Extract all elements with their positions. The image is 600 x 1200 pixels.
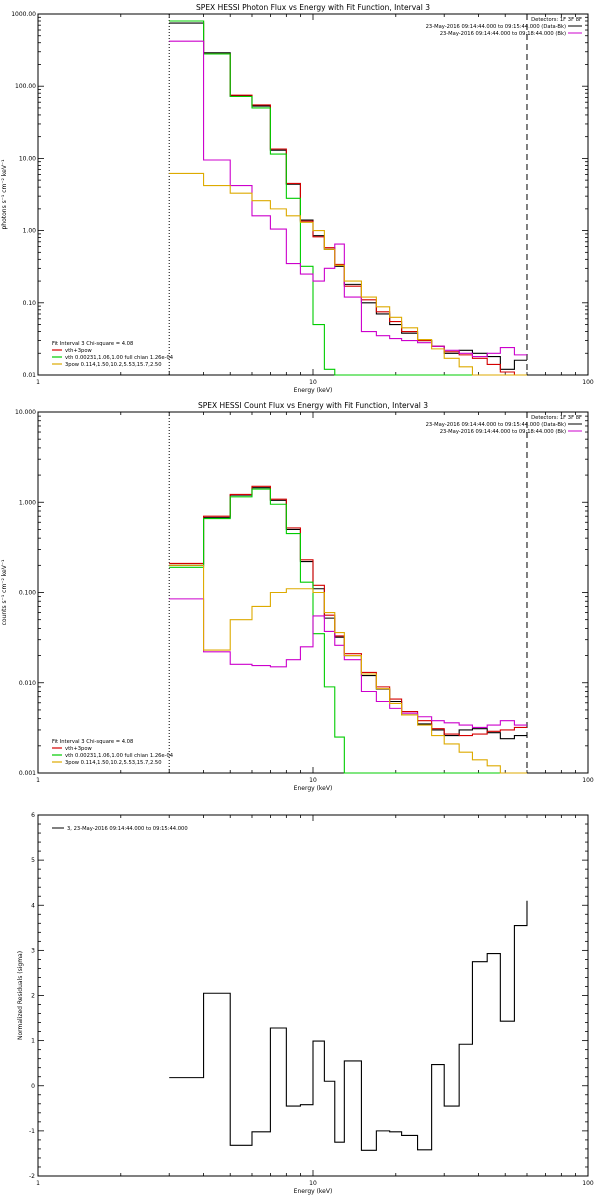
plot-frame [37,814,589,1177]
y-tick-label: 1000.00 [11,11,36,18]
x-tick-label: 10 [309,379,317,386]
x-tick-label: 1 [36,379,40,386]
fit-legend-entry-1: vth+3pow [65,348,93,354]
y-axis-label: Normalized Residuals (sigma) [17,951,24,1040]
y-tick-label: 0.001 [19,770,36,777]
legend: 3, 23-May-2016 09:14:44.000 to 09:15:44.… [52,826,188,832]
data-interval-label: 23-May-2016 09:14:44.000 to 09:15:44.000… [426,422,566,428]
x-tick-label: 1 [36,1180,40,1187]
detectors-label: Detectors: 1F 3F 8F [531,17,582,23]
x-axis-label: Energy (keV) [294,387,333,394]
y-tick-label: 0.010 [19,680,36,687]
x-tick-label: 100 [582,777,594,784]
y-axis-label: photons s⁻¹ cm⁻² keV⁻¹ [1,159,8,230]
y-tick-label: 0.10 [23,300,37,307]
y-tick-label: 10.00 [19,155,36,162]
y-tick-label: 0.100 [19,590,36,597]
series-line-3 [169,20,527,376]
detectors-label: Detectors: 1F 3F 8F [531,415,582,421]
chart-panel-2: SPEX HESSI Count Flux vs Energy with Fit… [1,401,594,792]
background-interval-label: 23-May-2016 09:14:44.000 to 09:18:44.000… [440,429,566,435]
chart-title: SPEX HESSI Count Flux vs Energy with Fit… [198,401,428,410]
y-tick-label: 100.00 [15,83,36,90]
y-tick-label: 10.000 [15,409,36,416]
fit-legend-entry-1: vth+3pow [65,746,93,752]
series-line-1 [169,487,527,740]
series-line-1 [169,22,527,370]
x-axis-label: Energy (keV) [294,1188,333,1195]
fit-info: Fit Interval 3 Chi-square = 4.08vth+3pow… [52,341,174,368]
series-line-5 [169,564,527,774]
series-line-4 [169,598,527,728]
y-tick-label: 0.01 [23,372,37,379]
y-tick-label: 1.000 [19,499,36,506]
y-axis: 1000.00 100.00 10.00 1.00 0.10 0.01 photons s⁻… [1,11,588,379]
fit-info: Fit Interval 3 Chi-square = 4.08vth+3pow… [52,739,174,766]
x-axis-label: Energy (keV) [294,785,333,792]
x-tick-label: 100 [582,379,594,386]
y-tick-label: -2 [29,1173,35,1180]
y-axis: 10.000 1.000 0.100 0.010 0.001 counts s⁻¹ cm⁻… [1,409,588,777]
y-tick-label: -1 [29,1128,35,1135]
y-tick-label: 1.00 [23,228,37,235]
series-line-5 [169,172,527,376]
background-interval-label: 23-May-2016 09:14:44.000 to 09:18:44.000… [440,31,566,37]
x-tick-label: 1 [36,777,40,784]
chart-panel-1: SPEX HESSI Photon Flux vs Energy with Fi… [1,3,594,394]
data-interval-label: 23-May-2016 09:14:44.000 to 09:15:44.000… [426,24,566,30]
x-tick-label: 10 [309,777,317,784]
series-line-1 [169,900,528,1151]
y-tick-label: 1 [31,1038,35,1045]
y-tick-label: 0 [31,1083,35,1090]
y-axis: 6 5 4 3 2 1 0 -1 -2 Normalized Residuals (sigma) [17,812,588,1180]
x-axis: 1 10 100 Energy (keV) [36,412,594,792]
x-axis: 1 10 100 Energy (keV) [36,815,594,1195]
legend-entry: 3, 23-May-2016 09:14:44.000 to 09:15:44.… [67,826,188,832]
y-tick-label: 5 [31,857,35,864]
fit-legend-entry-2: vth 0.00231,1.06,1.00 full chian 1.26e-0… [65,753,174,759]
fit-interval-label: Fit Interval 3 Chi-square = 4.08 [52,739,133,745]
x-tick-label: 10 [309,1180,317,1187]
y-tick-label: 3 [31,947,35,954]
y-tick-label: 6 [31,812,35,819]
series-line-2 [169,20,527,376]
fit-legend-entry-3: 3pow 0.114,1.50,10.2,5.53,15.7,2.50 [65,362,162,368]
fit-legend-entry-2: vth 0.00231,1.06,1.00 full chian 1.26e-0… [65,355,174,361]
x-axis: 1 10 100 Energy (keV) [36,14,594,394]
y-tick-label: 2 [31,993,35,1000]
fit-legend-entry-3: 3pow 0.114,1.50,10.2,5.53,15.7,2.50 [65,760,162,766]
series-line-2 [169,485,527,737]
y-tick-label: 4 [31,902,35,909]
y-axis-label: counts s⁻¹ cm⁻² keV⁻¹ [1,559,8,625]
fit-interval-label: Fit Interval 3 Chi-square = 4.08 [52,341,133,347]
series-line-4 [169,40,527,358]
x-tick-label: 100 [582,1180,594,1187]
chart-title: SPEX HESSI Photon Flux vs Energy with Fi… [196,3,430,12]
series-line-3 [169,488,527,774]
